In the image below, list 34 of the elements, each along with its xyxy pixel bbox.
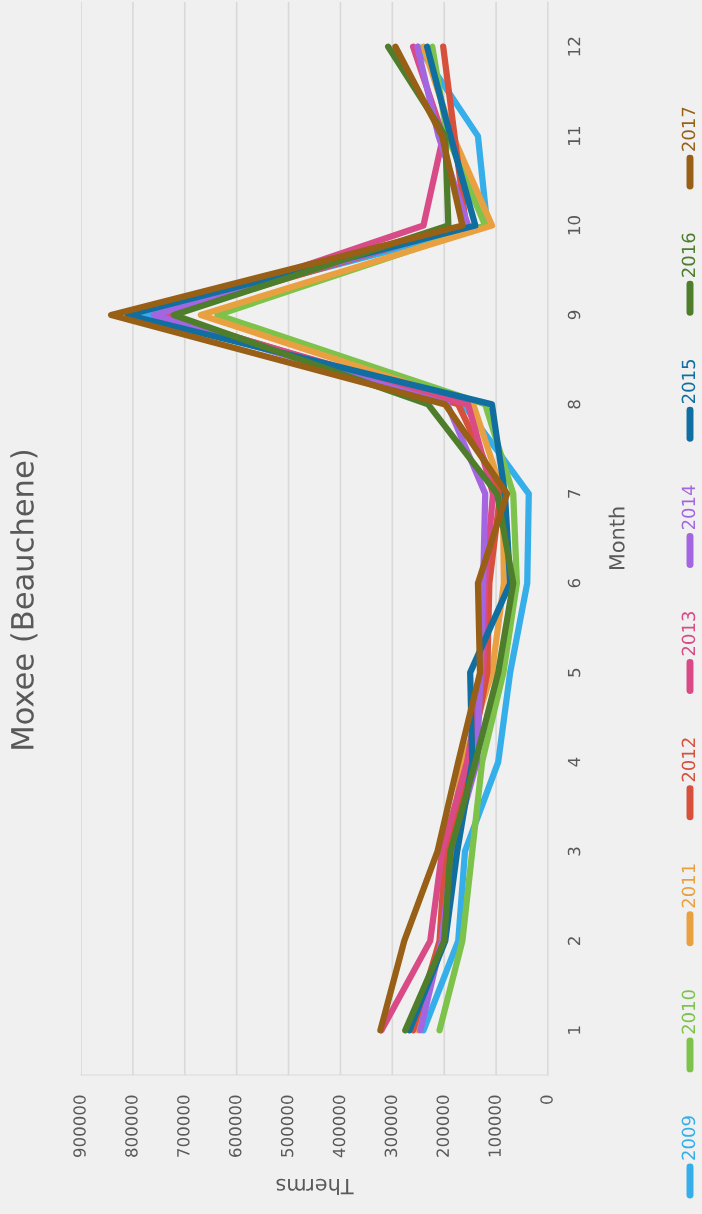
- text: 2009: [681, 1116, 696, 1160]
- text: 2013: [681, 612, 696, 656]
- y-tick-label: 12: [567, 37, 581, 56]
- y-tick-label: 4: [567, 757, 581, 767]
- x-tick-label: 0: [540, 1095, 553, 1104]
- x-tick-label: 100000: [488, 1095, 501, 1157]
- text: 2014: [681, 485, 696, 530]
- y-tick-label: 5: [567, 668, 581, 677]
- y-tick-label: 1: [567, 1026, 581, 1034]
- x-tick-label: 400000: [332, 1095, 346, 1158]
- x-tick-label: 200000: [436, 1095, 450, 1157]
- y-tick-label: 9: [567, 310, 581, 320]
- text: 2015: [681, 359, 696, 404]
- x-tick-label: 700000: [177, 1095, 190, 1157]
- x-tick-label: 500000: [280, 1095, 294, 1157]
- x-tick-label: 800000: [125, 1095, 138, 1157]
- text: 2016: [681, 233, 696, 277]
- x-axis-title: Therms: [276, 1178, 354, 1195]
- text: 2012: [681, 738, 696, 782]
- y-tick-label: 3: [567, 847, 581, 856]
- y-axis-title: Month: [608, 507, 625, 570]
- text: Moxee (Beauchene): [10, 450, 38, 749]
- text: 2010: [681, 990, 696, 1034]
- y-tick-label: 10: [567, 216, 581, 235]
- y-tick-label: 6: [567, 578, 581, 588]
- y-tick-label: 11: [567, 127, 581, 145]
- y-tick-label: 7: [567, 489, 581, 498]
- text: 2017: [681, 107, 696, 151]
- x-tick-label: 600000: [228, 1095, 242, 1157]
- x-tick-label: 300000: [384, 1095, 398, 1157]
- y-tick-label: 2: [567, 937, 581, 945]
- text: 2011: [681, 864, 696, 908]
- y-tick-label: 8: [567, 400, 581, 409]
- x-tick-label: 900000: [73, 1095, 86, 1158]
